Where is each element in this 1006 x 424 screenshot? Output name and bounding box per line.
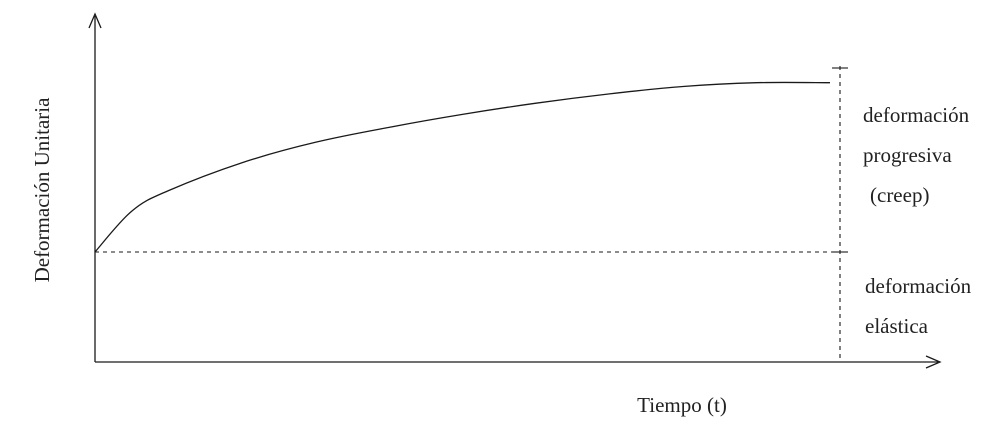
creep-annotation-line-2: progresiva: [863, 143, 952, 167]
creep-annotation: deformación progresiva (creep): [863, 103, 970, 207]
y-axis-arrow-icon: [88, 12, 102, 29]
axes: [88, 12, 942, 369]
elastic-annotation: deformación elástica: [865, 274, 972, 338]
creep-annotation-line-1: deformación: [863, 103, 970, 127]
x-axis-label: Tiempo (t): [637, 393, 727, 417]
x-axis-arrow-icon: [925, 355, 942, 369]
creep-curve-line: [94, 81, 831, 253]
creep-annotation-line-3: (creep): [870, 183, 929, 207]
elastic-annotation-line-2: elástica: [865, 314, 929, 338]
y-axis-label: Deformación Unitaria: [30, 97, 54, 283]
elastic-annotation-line-1: deformación: [865, 274, 972, 298]
